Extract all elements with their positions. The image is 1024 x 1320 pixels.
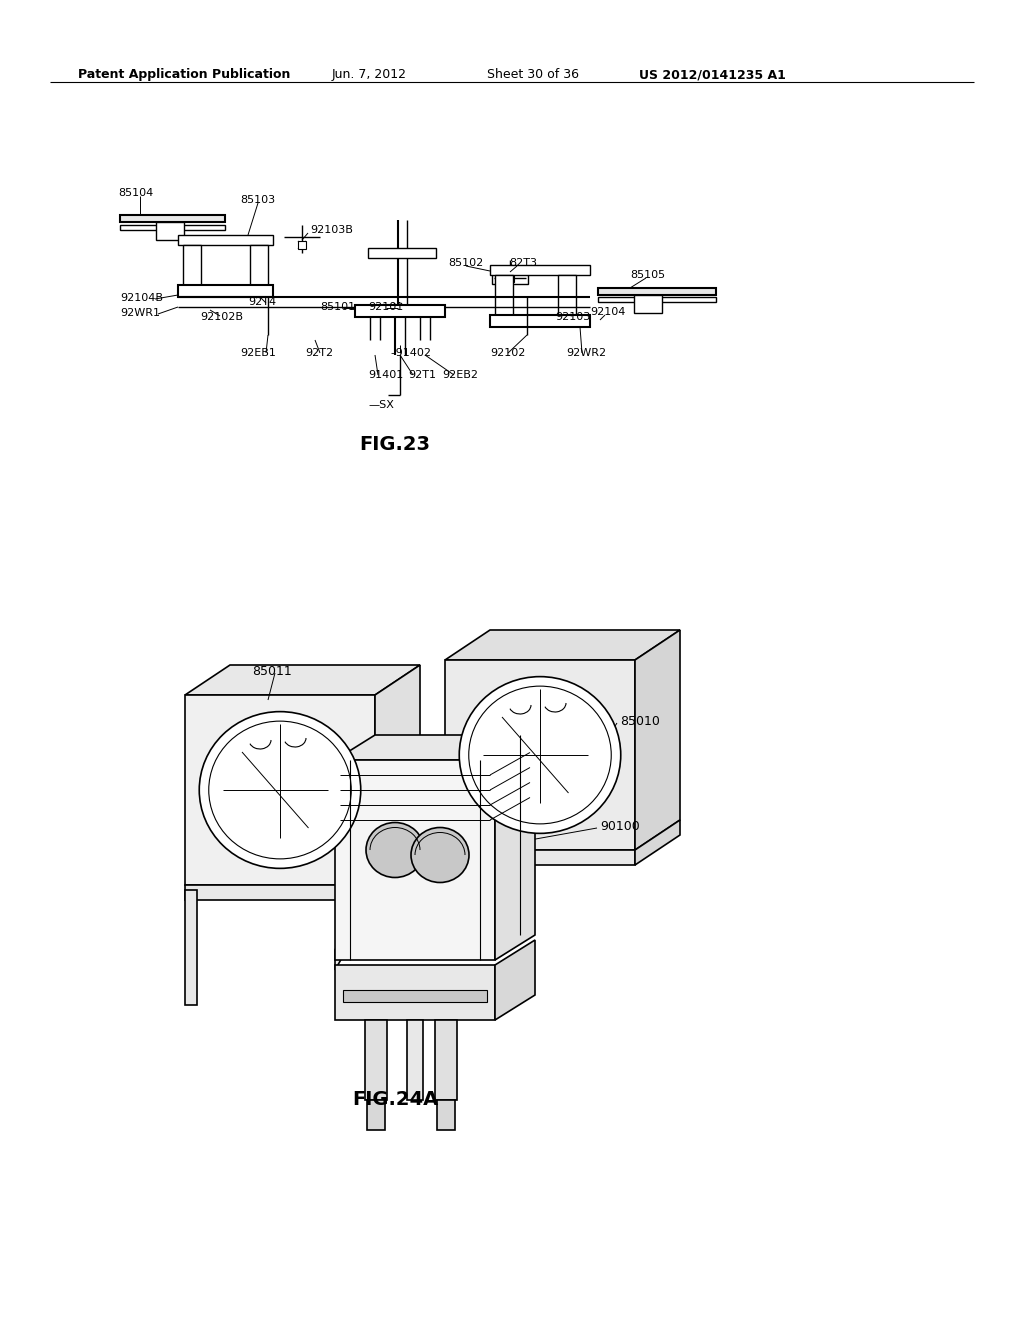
Text: –91402: –91402	[390, 348, 431, 358]
Bar	[355, 305, 445, 317]
Bar	[365, 1020, 387, 1100]
Text: 91401: 91401	[368, 370, 403, 380]
Polygon shape	[635, 630, 680, 850]
Text: 92101: 92101	[368, 302, 403, 312]
Text: 92T4: 92T4	[248, 297, 276, 308]
Polygon shape	[185, 696, 375, 884]
Bar	[492, 272, 528, 284]
Bar	[598, 288, 716, 294]
Ellipse shape	[200, 711, 360, 869]
Polygon shape	[375, 665, 420, 884]
Polygon shape	[335, 760, 495, 960]
Bar	[156, 222, 184, 240]
Bar	[250, 246, 268, 286]
Text: 92EB2: 92EB2	[442, 370, 478, 380]
Bar	[598, 297, 716, 302]
Bar	[298, 242, 306, 249]
Polygon shape	[635, 820, 680, 865]
Text: 90100: 90100	[600, 820, 640, 833]
Text: US 2012/0141235 A1: US 2012/0141235 A1	[639, 69, 785, 81]
Text: 85011: 85011	[252, 665, 292, 678]
Bar	[407, 1020, 423, 1100]
Text: 85104: 85104	[118, 187, 154, 198]
Bar	[506, 275, 514, 282]
Bar	[120, 224, 225, 230]
Text: 92WR2: 92WR2	[566, 348, 606, 358]
Bar	[178, 235, 273, 246]
Ellipse shape	[411, 828, 469, 883]
Text: Sheet 30 of 36: Sheet 30 of 36	[487, 69, 579, 81]
Ellipse shape	[366, 822, 424, 878]
Polygon shape	[495, 940, 535, 1020]
Text: 85101: 85101	[319, 302, 355, 312]
Text: 92102B: 92102B	[200, 312, 243, 322]
Polygon shape	[335, 965, 495, 1020]
Text: 82T3: 82T3	[509, 257, 537, 268]
Text: FIG.24A: FIG.24A	[352, 1090, 438, 1109]
Ellipse shape	[459, 677, 621, 833]
Polygon shape	[445, 660, 635, 850]
Polygon shape	[185, 665, 420, 696]
Text: 92102: 92102	[490, 348, 525, 358]
Polygon shape	[375, 855, 420, 900]
Text: —SX: —SX	[368, 400, 394, 411]
Polygon shape	[495, 735, 535, 960]
Bar	[178, 285, 273, 297]
Bar	[558, 275, 575, 317]
Text: 92T2: 92T2	[305, 348, 333, 358]
Bar	[368, 248, 436, 257]
Bar	[490, 265, 590, 275]
Bar	[343, 990, 487, 1002]
Text: 85102: 85102	[449, 257, 483, 268]
Text: FIG.23: FIG.23	[359, 436, 430, 454]
Bar	[490, 315, 590, 327]
Polygon shape	[335, 861, 375, 970]
Text: 92104B: 92104B	[120, 293, 163, 304]
Bar	[183, 246, 201, 286]
Text: 92WR1: 92WR1	[120, 308, 160, 318]
Bar	[437, 1100, 455, 1130]
Polygon shape	[445, 755, 535, 805]
Text: Patent Application Publication: Patent Application Publication	[78, 69, 291, 81]
Bar	[367, 1100, 385, 1130]
Bar	[435, 1020, 457, 1100]
Polygon shape	[335, 735, 535, 760]
Text: 92104: 92104	[590, 308, 626, 317]
Polygon shape	[445, 850, 635, 865]
Polygon shape	[185, 890, 197, 1005]
Text: Jun. 7, 2012: Jun. 7, 2012	[332, 69, 407, 81]
Text: 85105: 85105	[630, 271, 666, 280]
Polygon shape	[185, 884, 375, 900]
Text: 92EB1: 92EB1	[240, 348, 275, 358]
Text: 85010: 85010	[620, 715, 659, 729]
Text: 85103: 85103	[240, 195, 275, 205]
Polygon shape	[335, 780, 420, 884]
Text: 92T1: 92T1	[408, 370, 436, 380]
Bar	[120, 215, 225, 222]
Polygon shape	[445, 630, 680, 660]
Text: 92103: 92103	[555, 312, 590, 322]
Text: 92103B: 92103B	[310, 224, 353, 235]
Bar	[495, 275, 513, 317]
Bar	[634, 294, 662, 313]
